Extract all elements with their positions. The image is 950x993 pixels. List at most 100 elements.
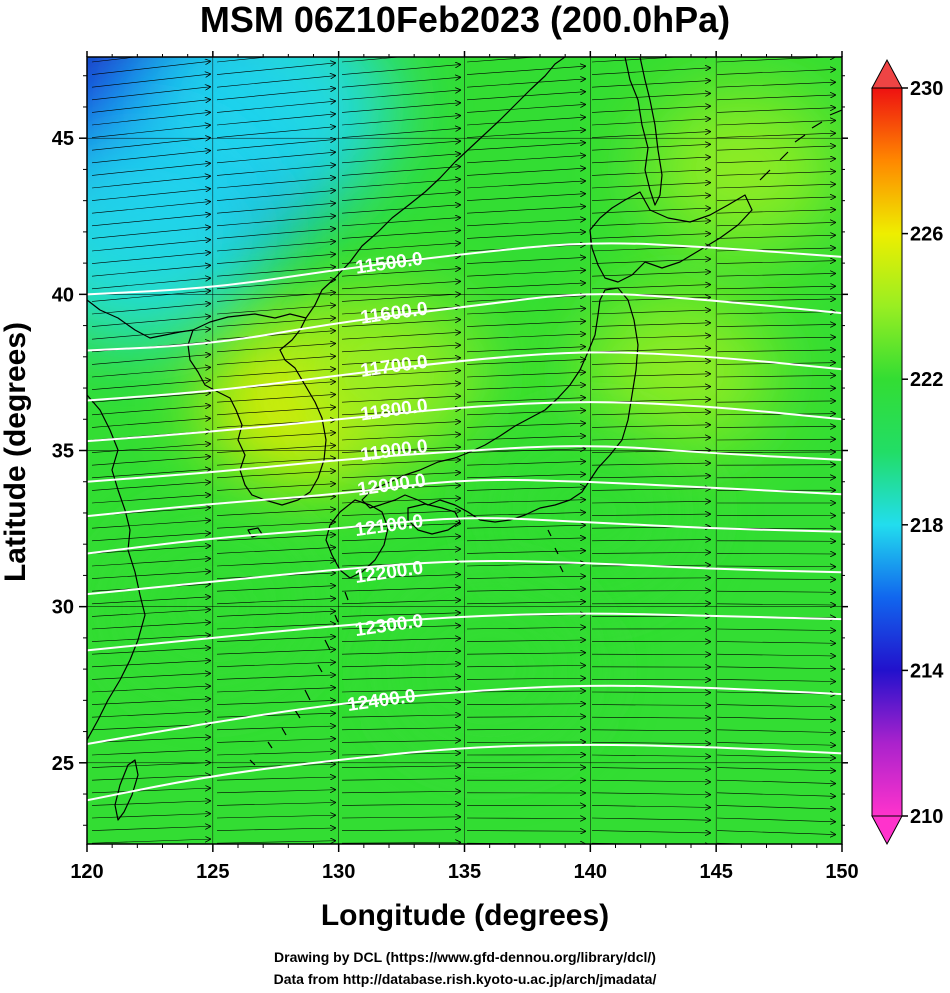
x-tick-label: 130 xyxy=(322,861,355,883)
wind-arrow xyxy=(591,208,710,214)
coast-kyushu xyxy=(325,499,389,579)
wind-arrow xyxy=(466,347,585,353)
wind-arrow xyxy=(91,418,210,428)
wind-arrow xyxy=(216,127,335,138)
contour-line xyxy=(87,743,842,802)
wind-arrow xyxy=(91,699,210,705)
wind-arrow xyxy=(467,856,585,857)
wind-arrow xyxy=(341,728,460,730)
wind-arrow xyxy=(341,715,460,717)
wind-arrow xyxy=(341,179,460,189)
wind-arrow xyxy=(466,691,585,692)
wind-arrow xyxy=(341,460,460,466)
wind-arrow xyxy=(341,294,460,302)
wind-arrow xyxy=(216,624,335,630)
wind-arrow xyxy=(591,106,710,113)
field-patch xyxy=(293,292,485,453)
wind-arrow xyxy=(216,598,335,605)
wind-arrow xyxy=(91,316,210,327)
wind-arrow xyxy=(216,445,335,453)
wind-arrow xyxy=(716,273,835,276)
coast-sakhalin xyxy=(624,57,663,206)
wind-arrow xyxy=(341,281,460,290)
wind-arrow xyxy=(716,679,835,681)
wind-arrow xyxy=(591,119,710,126)
wind-arrow xyxy=(216,828,335,831)
wind-arrow xyxy=(466,576,585,578)
colorbar-tick-label: 214 xyxy=(910,660,944,682)
credit-line-2: Data from http://database.rish.kyoto-u.a… xyxy=(274,971,657,987)
colorbar-max-arrow xyxy=(871,58,903,89)
wind-arrow xyxy=(716,286,835,289)
wind-arrow xyxy=(216,484,335,491)
x-axis-label: Longitude (degrees) xyxy=(321,899,609,932)
wind-arrow xyxy=(591,489,710,491)
wind-arrow xyxy=(216,751,335,756)
wind-arrow xyxy=(591,805,710,807)
wind-arrow xyxy=(716,248,835,252)
wind-arrow xyxy=(592,856,710,859)
wind-arrow xyxy=(716,754,835,758)
colorbar-ticks: 210 214 218 222 226 230 xyxy=(902,78,944,828)
coast-honshu xyxy=(361,287,639,523)
contour-line xyxy=(87,401,842,443)
wind-arrow xyxy=(216,662,335,668)
wind-arrow xyxy=(216,356,335,365)
wind-arrow xyxy=(216,331,335,340)
wind-arrow xyxy=(216,343,335,353)
wind-arrow xyxy=(91,74,210,88)
wind-arrow xyxy=(91,304,210,315)
field-patch xyxy=(582,292,775,453)
wind-arrow xyxy=(466,321,585,327)
wind-arrow xyxy=(91,826,210,831)
wind-arrow xyxy=(341,664,460,668)
wind-arrow xyxy=(716,830,835,835)
wind-arrow xyxy=(341,536,460,542)
wind-arrow xyxy=(341,511,460,516)
wind-arrow xyxy=(591,93,710,101)
wind-arrow xyxy=(591,361,710,365)
coast-bohai xyxy=(87,299,194,339)
wind-arrow xyxy=(591,234,710,239)
wind-arrow xyxy=(466,436,585,441)
x-tick-label: 150 xyxy=(825,861,858,883)
wind-arrow xyxy=(716,604,835,605)
wind-arrow xyxy=(591,221,710,227)
wind-arrow xyxy=(91,533,210,542)
wind-arrow xyxy=(91,163,210,176)
wind-arrow xyxy=(216,815,335,818)
wind-arrow xyxy=(341,689,460,692)
wind-arrow xyxy=(716,414,835,415)
wind-arrow xyxy=(341,90,460,101)
wind-arrow xyxy=(341,626,460,630)
wind-arrow xyxy=(91,788,210,794)
wind-arrow xyxy=(341,485,460,491)
wind-arrow xyxy=(591,755,710,756)
wind-arrow xyxy=(716,337,835,339)
wind-arrow xyxy=(716,120,835,126)
wind-arrow xyxy=(341,524,460,529)
wind-arrow xyxy=(341,613,460,617)
wind-arrow xyxy=(341,65,460,75)
wind-arrow xyxy=(591,272,710,277)
wind-arrow xyxy=(716,261,835,264)
wind-arrow xyxy=(91,278,210,290)
wind-arrow xyxy=(466,283,585,290)
wind-arrow xyxy=(591,501,710,503)
y-axis: 25 30 35 40 45 xyxy=(52,75,848,826)
wind-arrow xyxy=(341,141,460,151)
wind-arrow xyxy=(216,726,335,731)
colorbar: 210 214 218 222 226 230 xyxy=(871,58,944,846)
wind-arrow xyxy=(91,737,210,743)
temperature-field xyxy=(87,57,838,750)
wind-arrow xyxy=(466,818,585,819)
wind-arrow xyxy=(591,768,710,770)
wind-arrow xyxy=(466,308,585,315)
wind-arrow xyxy=(216,63,335,75)
wind-arrow xyxy=(216,88,335,101)
y-tick-label: 25 xyxy=(52,753,74,775)
wind-arrow xyxy=(716,108,835,113)
colorbar-tick-label: 210 xyxy=(910,806,943,828)
wind-arrow xyxy=(466,525,585,529)
wind-arrow xyxy=(591,476,710,478)
